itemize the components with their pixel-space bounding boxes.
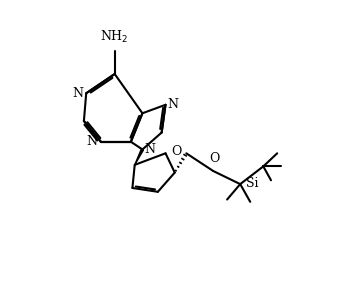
Polygon shape xyxy=(135,149,143,165)
Text: O: O xyxy=(209,152,220,165)
Text: N: N xyxy=(168,98,179,111)
Text: Si: Si xyxy=(246,177,259,190)
Text: NH$_2$: NH$_2$ xyxy=(100,29,129,45)
Text: N: N xyxy=(145,143,156,156)
Text: N: N xyxy=(87,135,98,148)
Text: O: O xyxy=(172,145,182,158)
Text: N: N xyxy=(72,87,83,100)
